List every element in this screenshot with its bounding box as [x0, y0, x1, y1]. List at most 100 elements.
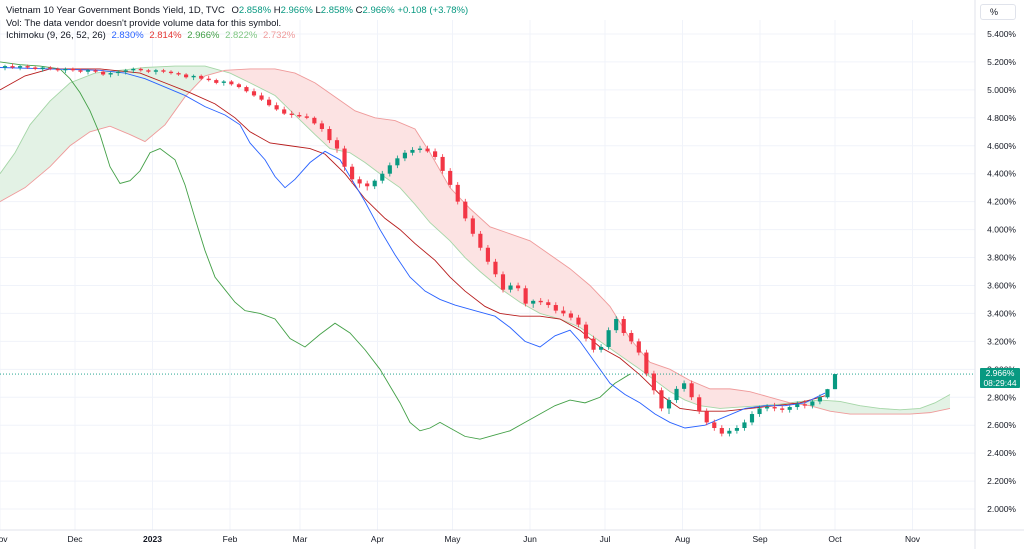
cloud-segment [190, 66, 193, 92]
cloud-segment [372, 116, 375, 170]
candle-body [765, 407, 770, 409]
cloud-segment [837, 401, 840, 413]
candle-body [455, 184, 460, 202]
cloud-segment [250, 68, 253, 85]
cloud-segment [407, 125, 410, 199]
x-tick-label: Feb [223, 534, 238, 544]
cloud-segment [762, 395, 765, 406]
cloud-segment [360, 112, 363, 161]
cloud-segment [715, 388, 718, 409]
ohlc-low-label: L [315, 5, 321, 16]
cloud-segment [717, 388, 720, 409]
cloud-segment [422, 140, 425, 217]
candle-body [659, 390, 664, 409]
cloud-segment [367, 115, 370, 167]
candle-body [749, 414, 755, 423]
cloud-segment [527, 239, 530, 308]
price-scale-unit-button[interactable]: % [980, 4, 1016, 20]
cloud-segment [602, 298, 605, 345]
ohlc-high-label: H [273, 5, 281, 16]
candle-body [817, 397, 822, 402]
cloud-segment [315, 82, 318, 137]
candle-body [387, 165, 392, 174]
cloud-segment [410, 126, 413, 202]
candle-body [146, 70, 151, 72]
x-tick-label: 2023 [143, 534, 162, 544]
x-tick-label: Jun [523, 534, 537, 544]
cloud-segment [87, 75, 90, 134]
cloud-segment [920, 407, 923, 414]
candle-body [727, 430, 732, 434]
candle-body [787, 407, 792, 410]
cloud-segment [680, 374, 683, 399]
candle-body [365, 183, 370, 187]
last-price-tag: 2.966% 08:29:44 [980, 368, 1020, 389]
chart-legend: Vietnam 10 Year Government Bonds Yield, … [6, 5, 468, 43]
ichimoku-label[interactable]: Ichimoku (9, 26, 52, 26) [6, 30, 106, 41]
cloud-segment [765, 395, 768, 406]
cloud-segment [375, 117, 378, 172]
candle-body [327, 128, 332, 141]
cloud-segment [145, 67, 148, 142]
cloud-segment [927, 404, 930, 413]
cloud-segment [152, 67, 155, 136]
cloud-segment [830, 400, 833, 412]
candle-body [795, 404, 800, 408]
cloud-segment [82, 77, 85, 138]
ohlc-low: 2.858% [320, 5, 353, 16]
cloud-segment [660, 365, 663, 387]
cloud-segment [405, 124, 408, 197]
ohlc-open-label: O [231, 5, 239, 16]
y-axis[interactable]: 5.400% 5.200% 5.000% 4.800% 4.600% 4.400% 4.20… [974, 0, 1016, 549]
cloud-segment [667, 368, 670, 392]
candle-body [553, 305, 558, 311]
cloud-segment [20, 138, 23, 191]
cloud-segment [247, 68, 250, 83]
cloud-segment [542, 249, 545, 315]
cloud-segment [612, 310, 615, 352]
y-tick-label: 5.200% [987, 57, 1016, 67]
cloud-segment [587, 283, 590, 335]
cloud-segment [905, 409, 908, 415]
cloud-segment [437, 165, 440, 232]
candle-body [2, 66, 8, 68]
cloud-segment [72, 80, 75, 145]
candle-body [199, 75, 204, 79]
cloud-segment [40, 109, 43, 176]
cloud-segment [350, 107, 353, 155]
cloud-segment [80, 77, 83, 139]
candle-body [516, 285, 521, 289]
cloud-segment [197, 66, 200, 84]
cloud-segment [380, 118, 383, 176]
candle-body [810, 401, 815, 406]
candle-body [101, 71, 106, 75]
cloud-segment [130, 68, 133, 136]
cloud-segment [530, 240, 533, 310]
cloud-segment [520, 237, 523, 304]
cloud-segment [822, 400, 825, 410]
symbol-title[interactable]: Vietnam 10 Year Government Bonds Yield, … [6, 5, 225, 16]
cloud-segment [135, 68, 138, 139]
cloud-segment [412, 127, 415, 205]
cloud-segment [712, 388, 715, 408]
cloud-segment [935, 401, 938, 412]
cloud-segment [570, 268, 573, 325]
candle-body [123, 70, 128, 72]
cloud-segment [142, 67, 145, 142]
cloud-segment [100, 72, 103, 129]
cloud-segment [0, 170, 3, 202]
cloud-segment [685, 377, 688, 401]
candle-body [402, 152, 407, 159]
y-tick-label: 2.200% [987, 476, 1016, 486]
candle-body [621, 319, 626, 333]
cloud-segment [630, 338, 633, 365]
candle-body [576, 317, 581, 325]
candle-body [214, 80, 219, 83]
candlestick-series[interactable] [2, 63, 838, 437]
x-axis[interactable]: Nov Dec 2023 Feb Mar Apr May Jun Jul Aug Sep Oct Nov [0, 529, 1024, 544]
cloud-segment [847, 403, 850, 415]
x-tick-label: Nov [0, 534, 8, 544]
cloud-segment [855, 404, 858, 415]
bar-countdown: 08:29:44 [983, 378, 1017, 389]
